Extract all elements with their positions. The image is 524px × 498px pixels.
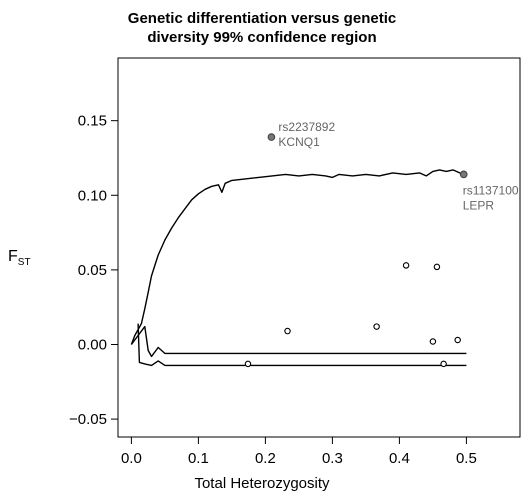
y-tick-label: 0.10 bbox=[78, 187, 107, 204]
point-label-snp: rs2237892 bbox=[278, 120, 335, 134]
chart-title-line-2: diversity 99% confidence region bbox=[147, 29, 377, 46]
x-tick-label: 0.2 bbox=[255, 450, 276, 467]
data-point bbox=[429, 338, 437, 345]
y-tick-label: 0.05 bbox=[78, 262, 107, 279]
x-axis: 0.0 0.1 0.2 0.3 0.4 0.5 bbox=[121, 437, 477, 467]
y-axis-label-main: F bbox=[8, 248, 18, 265]
data-point bbox=[440, 360, 447, 368]
x-tick-label: 0.4 bbox=[389, 450, 410, 467]
x-tick-label: 0.3 bbox=[322, 450, 343, 467]
data-point bbox=[454, 336, 461, 344]
data-point bbox=[284, 327, 291, 335]
point-label-snp: rs1137100 bbox=[463, 183, 519, 197]
data-point bbox=[402, 262, 410, 269]
y-axis-label: FST bbox=[8, 248, 31, 268]
highlighted-point bbox=[459, 170, 468, 179]
confidence-upper-curve bbox=[130, 169, 467, 345]
y-axis-label-sub: ST bbox=[17, 257, 31, 269]
y-tick-label: 0.15 bbox=[78, 113, 107, 130]
y-tick-label: −0.05 bbox=[69, 411, 107, 428]
point-label-gene: KCNQ1 bbox=[278, 135, 320, 149]
plot-frame bbox=[117, 57, 521, 438]
data-point bbox=[433, 263, 441, 271]
confidence-region bbox=[130, 169, 467, 367]
x-axis-label: Total Heterozygosity bbox=[194, 475, 330, 492]
y-axis: −0.05 0.00 0.05 0.10 0.15 bbox=[69, 113, 118, 428]
data-point bbox=[373, 323, 380, 330]
chart-title-line-1: Genetic differentiation versus genetic bbox=[127, 10, 397, 27]
y-tick-label: 0.00 bbox=[78, 336, 107, 353]
data-point bbox=[244, 360, 252, 368]
highlighted-point bbox=[267, 133, 276, 141]
x-tick-label: 0.0 bbox=[121, 450, 142, 467]
x-tick-label: 0.5 bbox=[456, 450, 477, 467]
confidence-middle-curve bbox=[130, 325, 467, 358]
point-label-gene: LEPR bbox=[463, 198, 495, 212]
confidence-lower-curve bbox=[137, 323, 467, 367]
x-tick-label: 0.1 bbox=[188, 450, 209, 467]
